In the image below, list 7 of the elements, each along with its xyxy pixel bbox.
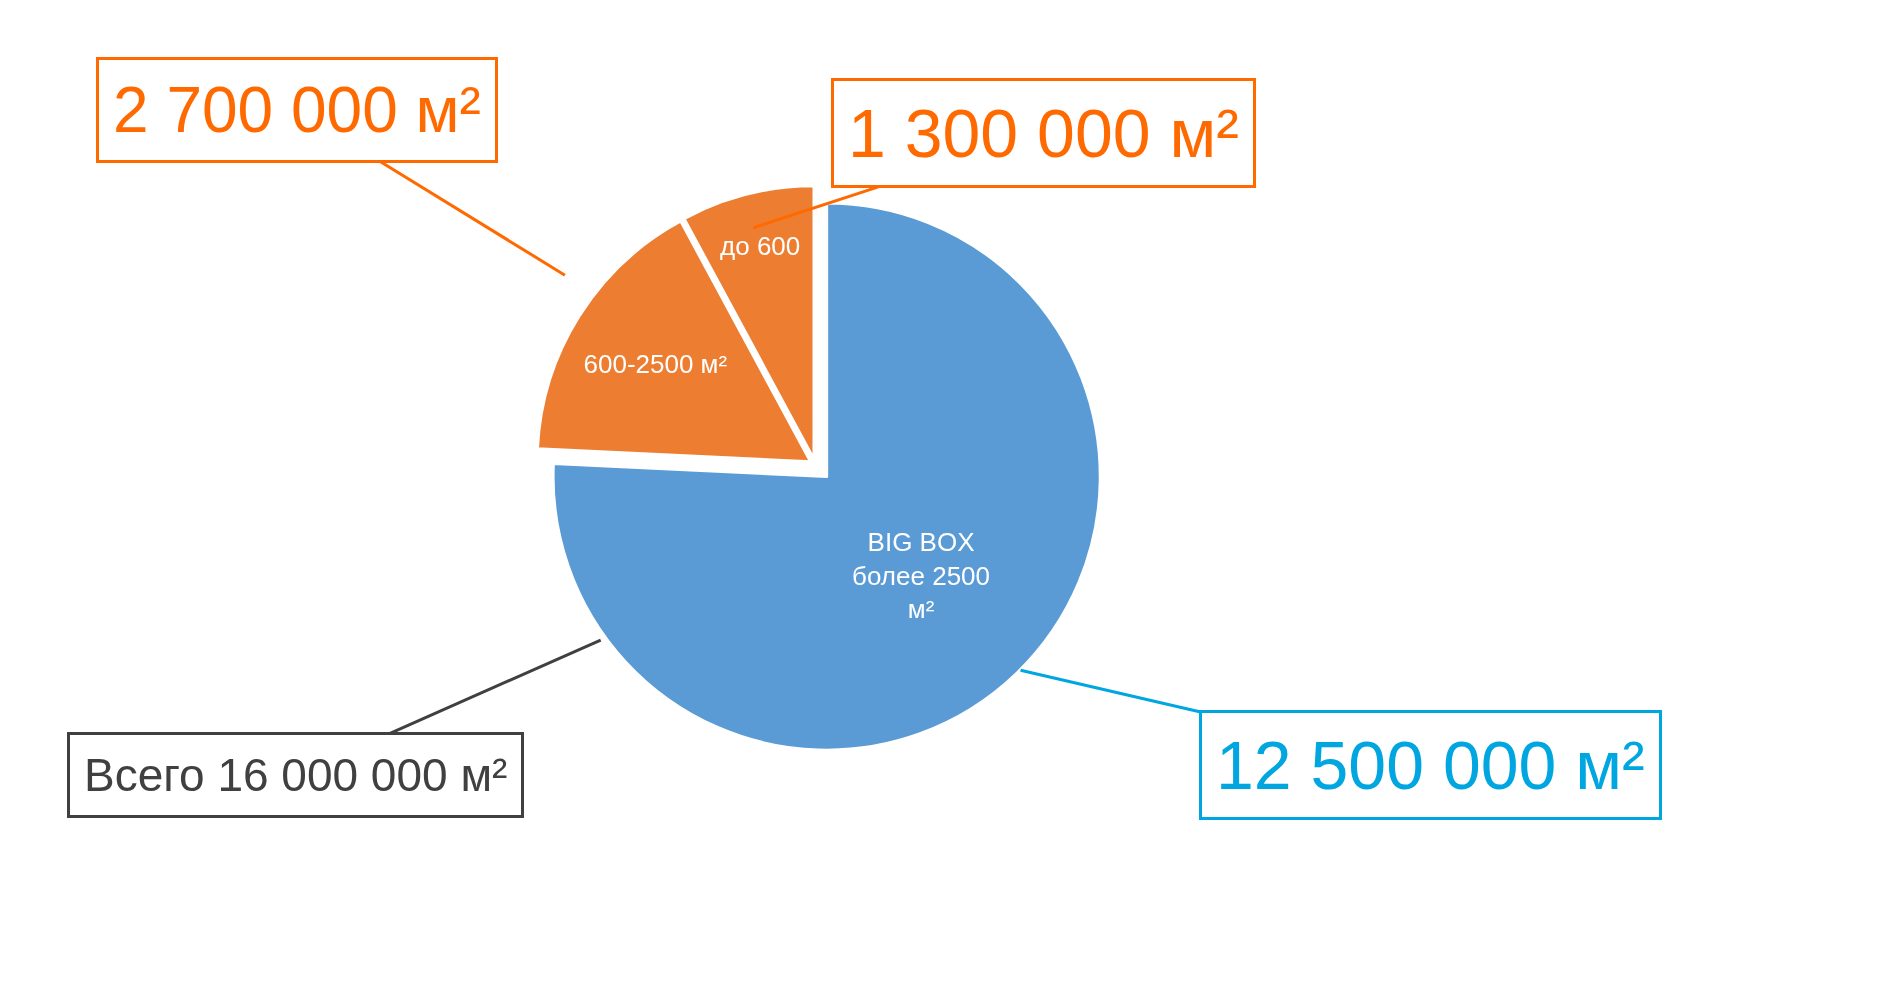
data-label: 1 300 000 м² — [848, 95, 1239, 171]
data-label: 2 700 000 м² — [113, 74, 481, 146]
slice-label: 600-2500 м² — [583, 349, 728, 380]
data-label: 12 500 000 м² — [1216, 727, 1645, 803]
text: Всего 16 000 000 м² — [84, 749, 508, 801]
slice-label: до 600 — [720, 231, 801, 262]
slice-label: BIG BOX более 2500 м² — [852, 526, 991, 625]
